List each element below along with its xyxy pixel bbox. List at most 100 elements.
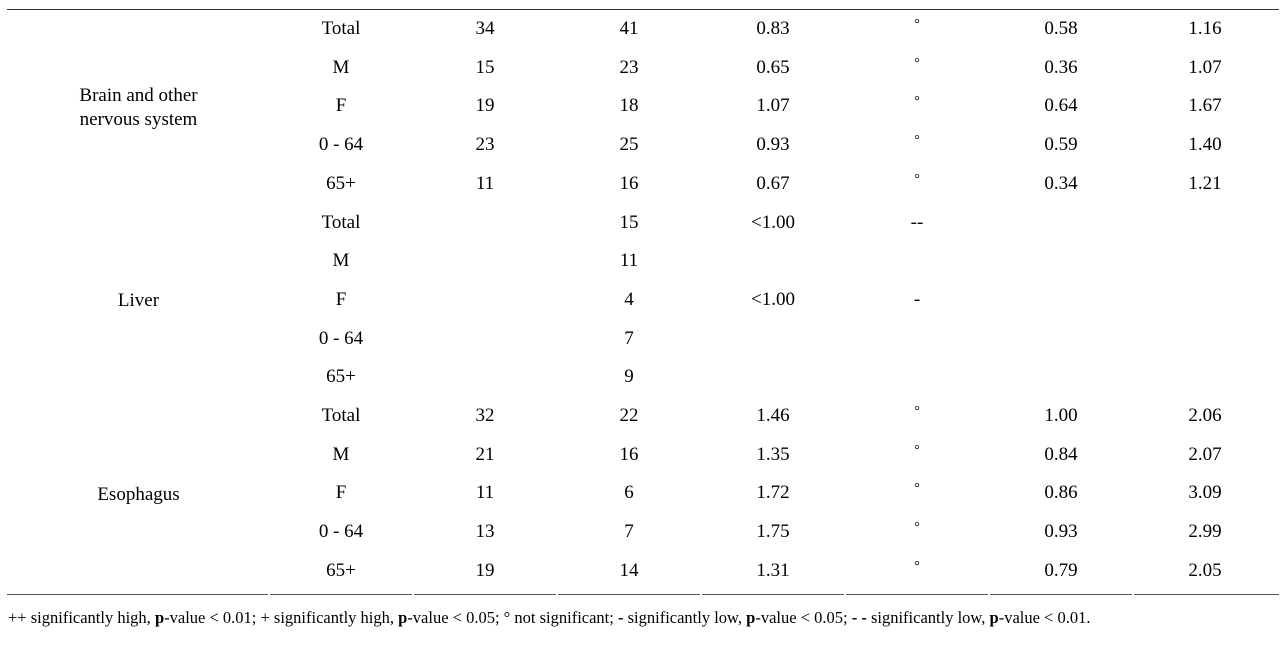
ratio-cell: 1.07 <box>756 95 790 117</box>
footnote-text: -value < 0.01; + significantly high, <box>164 608 399 627</box>
significance-cell: ° <box>914 520 920 536</box>
expected-cell: 14 <box>619 559 639 581</box>
ratio-cell: 1.35 <box>756 443 790 465</box>
expected-cell: 4 <box>624 288 634 310</box>
ci-upper-cell <box>1134 358 1276 396</box>
significance-cell: ° <box>914 94 920 110</box>
subgroup-cell: 65+ <box>326 172 356 194</box>
ci-upper-cell: 3.09 <box>1188 482 1222 504</box>
expected-cell: 6 <box>624 482 634 504</box>
ci-upper-cell: 1.40 <box>1188 134 1222 156</box>
observed-cell: 19 <box>475 559 495 581</box>
ci-upper-cell: 2.07 <box>1188 443 1222 465</box>
ratio-cell: 1.46 <box>756 405 790 426</box>
footnote-text: -value < 0.05; <box>755 608 852 627</box>
ci-lower-cell: 1.00 <box>1044 405 1078 426</box>
observed-cell: 19 <box>475 95 495 117</box>
footnote-text: p <box>989 608 999 627</box>
ci-lower-cell: 0.84 <box>1044 443 1078 465</box>
observed-cell <box>414 320 556 358</box>
expected-cell: 7 <box>624 521 634 543</box>
significance-cell <box>846 242 988 280</box>
significance-cell: ° <box>914 171 920 187</box>
table-row: Total 34 41 0.83 ° 0.58 1.16 <box>0 10 1283 48</box>
ci-lower-cell <box>990 242 1132 280</box>
table-row: Total 32 22 1.46 ° 1.00 2.06 <box>0 397 1283 435</box>
expected-cell: 9 <box>624 366 634 388</box>
ratio-cell: 1.72 <box>756 482 790 504</box>
footnote-text: ++ significantly high, <box>8 608 155 627</box>
ci-lower-cell: 0.36 <box>1044 56 1078 78</box>
group-label-line: Liver <box>117 290 160 312</box>
ratio-cell: <1.00 <box>751 288 795 310</box>
ci-upper-cell: 2.99 <box>1188 521 1222 543</box>
subgroup-cell: 0 - 64 <box>318 327 364 349</box>
footnote-text: - - <box>851 608 867 627</box>
subgroup-cell: Total <box>321 405 361 426</box>
ratio-cell: <1.00 <box>751 211 795 233</box>
rule-segment <box>702 594 844 595</box>
table-row: 0 - 64 23 25 0.93 ° 0.59 1.40 <box>0 126 1283 164</box>
group-label-line: nervous system <box>79 108 198 130</box>
ratio-cell: 0.83 <box>756 18 790 39</box>
ci-lower-cell <box>990 204 1132 242</box>
observed-cell <box>414 242 556 280</box>
ratio-cell: 0.65 <box>756 56 790 78</box>
rule-segment <box>270 594 412 595</box>
observed-cell: 23 <box>475 134 495 156</box>
subgroup-cell: F <box>335 288 347 310</box>
significance-cell: ° <box>914 133 920 149</box>
rule-segment <box>1134 594 1279 595</box>
rule-segment <box>7 594 268 595</box>
table-top-rule <box>7 9 1279 10</box>
significance-cell: ° <box>914 481 920 497</box>
subgroup-cell: M <box>332 443 350 465</box>
table-row: 65+ 9 <box>0 358 1283 396</box>
footnote-text: -value < 0.01. <box>998 608 1091 627</box>
footnote-text: significantly low, <box>866 608 990 627</box>
table-row: F 11 6 1.72 ° 0.86 3.09 <box>0 474 1283 512</box>
ci-upper-cell: 1.07 <box>1188 56 1222 78</box>
subgroup-cell: F <box>335 95 347 117</box>
observed-cell <box>414 281 556 319</box>
observed-cell <box>414 358 556 396</box>
ratio-cell: 1.31 <box>756 559 790 581</box>
group-label: Liver <box>0 289 277 313</box>
rule-segment <box>846 594 988 595</box>
expected-cell: 41 <box>619 18 639 39</box>
subgroup-cell: Total <box>321 18 361 39</box>
subgroup-cell: M <box>332 56 350 78</box>
expected-cell: 23 <box>619 56 639 78</box>
ci-lower-cell: 0.79 <box>1044 559 1078 581</box>
expected-cell: 11 <box>619 250 639 272</box>
expected-cell: 25 <box>619 134 639 156</box>
significance-cell: ° <box>914 558 920 574</box>
table-row: M 15 23 0.65 ° 0.36 1.07 <box>0 49 1283 87</box>
significance-cell <box>846 358 988 396</box>
table-row: F 4 <1.00 - <box>0 281 1283 319</box>
rule-segment <box>558 594 700 595</box>
table-row: 0 - 64 13 7 1.75 ° 0.93 2.99 <box>0 513 1283 551</box>
ratio-cell: 0.93 <box>756 134 790 156</box>
expected-cell: 7 <box>624 327 634 349</box>
ci-upper-cell: 1.21 <box>1188 172 1222 194</box>
observed-cell: 11 <box>475 482 495 504</box>
subgroup-cell: Total <box>321 211 361 233</box>
ci-upper-cell: 1.67 <box>1188 95 1222 117</box>
expected-cell: 15 <box>619 211 639 233</box>
ci-lower-cell: 0.86 <box>1044 482 1078 504</box>
group-label-line: Brain and other <box>79 84 198 106</box>
significance-cell: -- <box>910 211 924 233</box>
footnote-text: p <box>154 608 165 627</box>
subgroup-cell: 0 - 64 <box>318 521 364 543</box>
ratio-cell: 1.75 <box>756 521 790 543</box>
significance-cell <box>846 320 988 358</box>
table-footnote: ++ significantly high, p-value < 0.01; +… <box>8 606 1278 629</box>
group-label: Esophagus <box>0 483 277 507</box>
table-row: M 11 <box>0 242 1283 280</box>
ci-lower-cell <box>990 320 1132 358</box>
ratio-cell: 0.67 <box>756 172 790 194</box>
ci-upper-cell: 1.16 <box>1188 18 1222 39</box>
ci-upper-cell: 2.06 <box>1188 405 1222 426</box>
significance-cell: - <box>913 288 921 310</box>
